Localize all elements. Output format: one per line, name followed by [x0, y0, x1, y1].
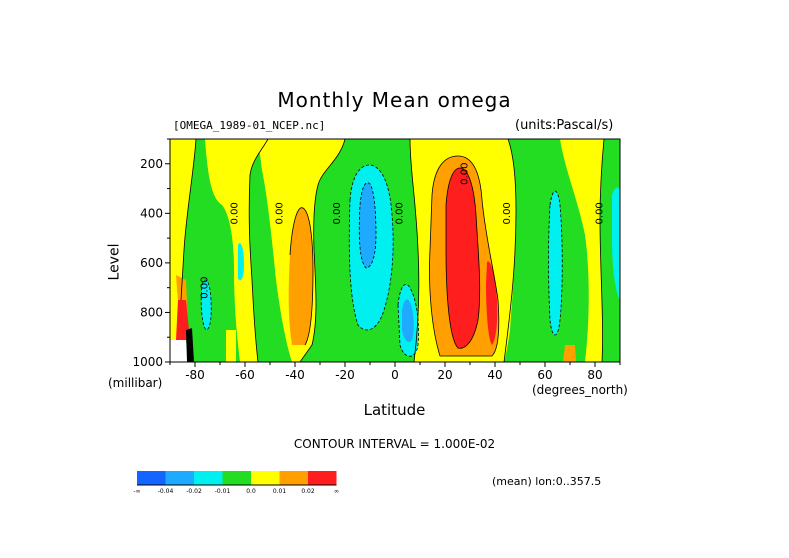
- legend-label: 0.02: [301, 488, 315, 495]
- contour-label: 0.00: [502, 202, 513, 224]
- x-axis-units: (degrees_north): [532, 383, 628, 397]
- contour-label: 0.00: [395, 202, 406, 224]
- contour-interval-label: CONTOUR INTERVAL = 1.000E-02: [293, 437, 496, 451]
- contour-region: [170, 340, 188, 362]
- contour-region: [612, 187, 620, 300]
- contour-label: 0.00: [275, 202, 286, 224]
- contour-line: [429, 155, 500, 357]
- legend-swatch: [194, 471, 223, 485]
- negative-contour-lines: [200, 164, 563, 357]
- contour-region: [170, 139, 196, 300]
- contour-labels: 0.00 0.00 0.00 0.00 0.00 0.00 0.00 0.00: [200, 163, 606, 299]
- legend-swatch: [279, 471, 308, 485]
- x-tick-label: -80: [185, 368, 205, 382]
- x-axis-label: Latitude: [363, 401, 426, 419]
- contour-fills: [170, 139, 620, 362]
- contour-region: [186, 328, 194, 362]
- x-tick-label: -20: [335, 368, 355, 382]
- contour-label: 0.00: [332, 202, 343, 224]
- contour-line: [599, 139, 605, 362]
- contour-region: [560, 139, 604, 362]
- contour-label: 0.00: [460, 163, 471, 185]
- legend-swatch: [222, 471, 251, 485]
- contour-line: [397, 284, 419, 357]
- units-label: (units:Pascal/s): [515, 118, 614, 133]
- mean-longitude-label: (mean) lon:0..357.5: [492, 475, 602, 488]
- y-tick-label: 200: [140, 157, 163, 171]
- x-tick-label: 40: [487, 368, 502, 382]
- contour-line: [409, 139, 420, 362]
- contour-region: [201, 280, 212, 330]
- contour-line: [299, 139, 346, 362]
- contour-lines: [180, 139, 605, 362]
- contour-region: [226, 330, 236, 362]
- y-axis: 200 400 600 800 1000: [132, 138, 170, 369]
- contour-line: [445, 167, 481, 349]
- contour-region: [238, 243, 244, 281]
- contour-label: 0.00: [200, 277, 211, 299]
- x-tick-label: 60: [537, 368, 552, 382]
- x-tick-label: -60: [235, 368, 255, 382]
- y-axis-units: (millibar): [108, 376, 163, 390]
- legend-label: 0.01: [273, 488, 287, 495]
- contour-label: 0.00: [595, 202, 606, 224]
- legend-swatch: [251, 471, 280, 485]
- legend-label: -0.01: [215, 488, 231, 495]
- contour-region: [288, 207, 313, 345]
- contour-line: [200, 279, 212, 331]
- contour-region: [446, 168, 480, 349]
- legend-label: -∞: [133, 488, 140, 495]
- y-tick-label: 400: [140, 206, 163, 220]
- contour-line: [548, 190, 563, 336]
- x-axis: -80 -60 -40 -20 0 20 40 60 80: [169, 362, 621, 382]
- contour-region: [402, 299, 414, 342]
- legend-swatch: [308, 471, 337, 485]
- contour-region: [205, 139, 268, 362]
- contour-line: [503, 139, 517, 362]
- legend-label: ∞: [334, 488, 339, 495]
- legend-swatch: [165, 471, 194, 485]
- contour-line: [348, 164, 394, 331]
- x-tick-label: 0: [391, 368, 399, 382]
- chart-title: Monthly Mean omega: [277, 88, 512, 112]
- legend-label: 0.0: [246, 488, 256, 495]
- legend-label: -0.02: [186, 488, 202, 495]
- contour-region: [563, 345, 576, 362]
- contour-region: [359, 182, 376, 268]
- contour-line: [180, 139, 197, 301]
- y-tick-label: 800: [140, 305, 163, 319]
- y-tick-label: 600: [140, 256, 163, 270]
- x-tick-label: 80: [587, 368, 602, 382]
- legend-swatch: [137, 471, 166, 485]
- color-legend: -∞ -0.04 -0.02 -0.01 0.0 0.01 0.02 ∞: [133, 471, 339, 495]
- contour-region: [486, 261, 498, 345]
- x-tick-label: -40: [285, 368, 305, 382]
- y-tick-label: 1000: [132, 355, 163, 369]
- contour-label: 0.00: [230, 202, 241, 224]
- dataset-name: [OMEGA_1989-01_NCEP.nc]: [173, 119, 326, 132]
- x-tick-label: 20: [437, 368, 452, 382]
- contour-line: [248, 139, 269, 362]
- legend-label: -0.04: [158, 488, 174, 495]
- contour-line: [289, 207, 314, 346]
- contour-region: [548, 191, 563, 335]
